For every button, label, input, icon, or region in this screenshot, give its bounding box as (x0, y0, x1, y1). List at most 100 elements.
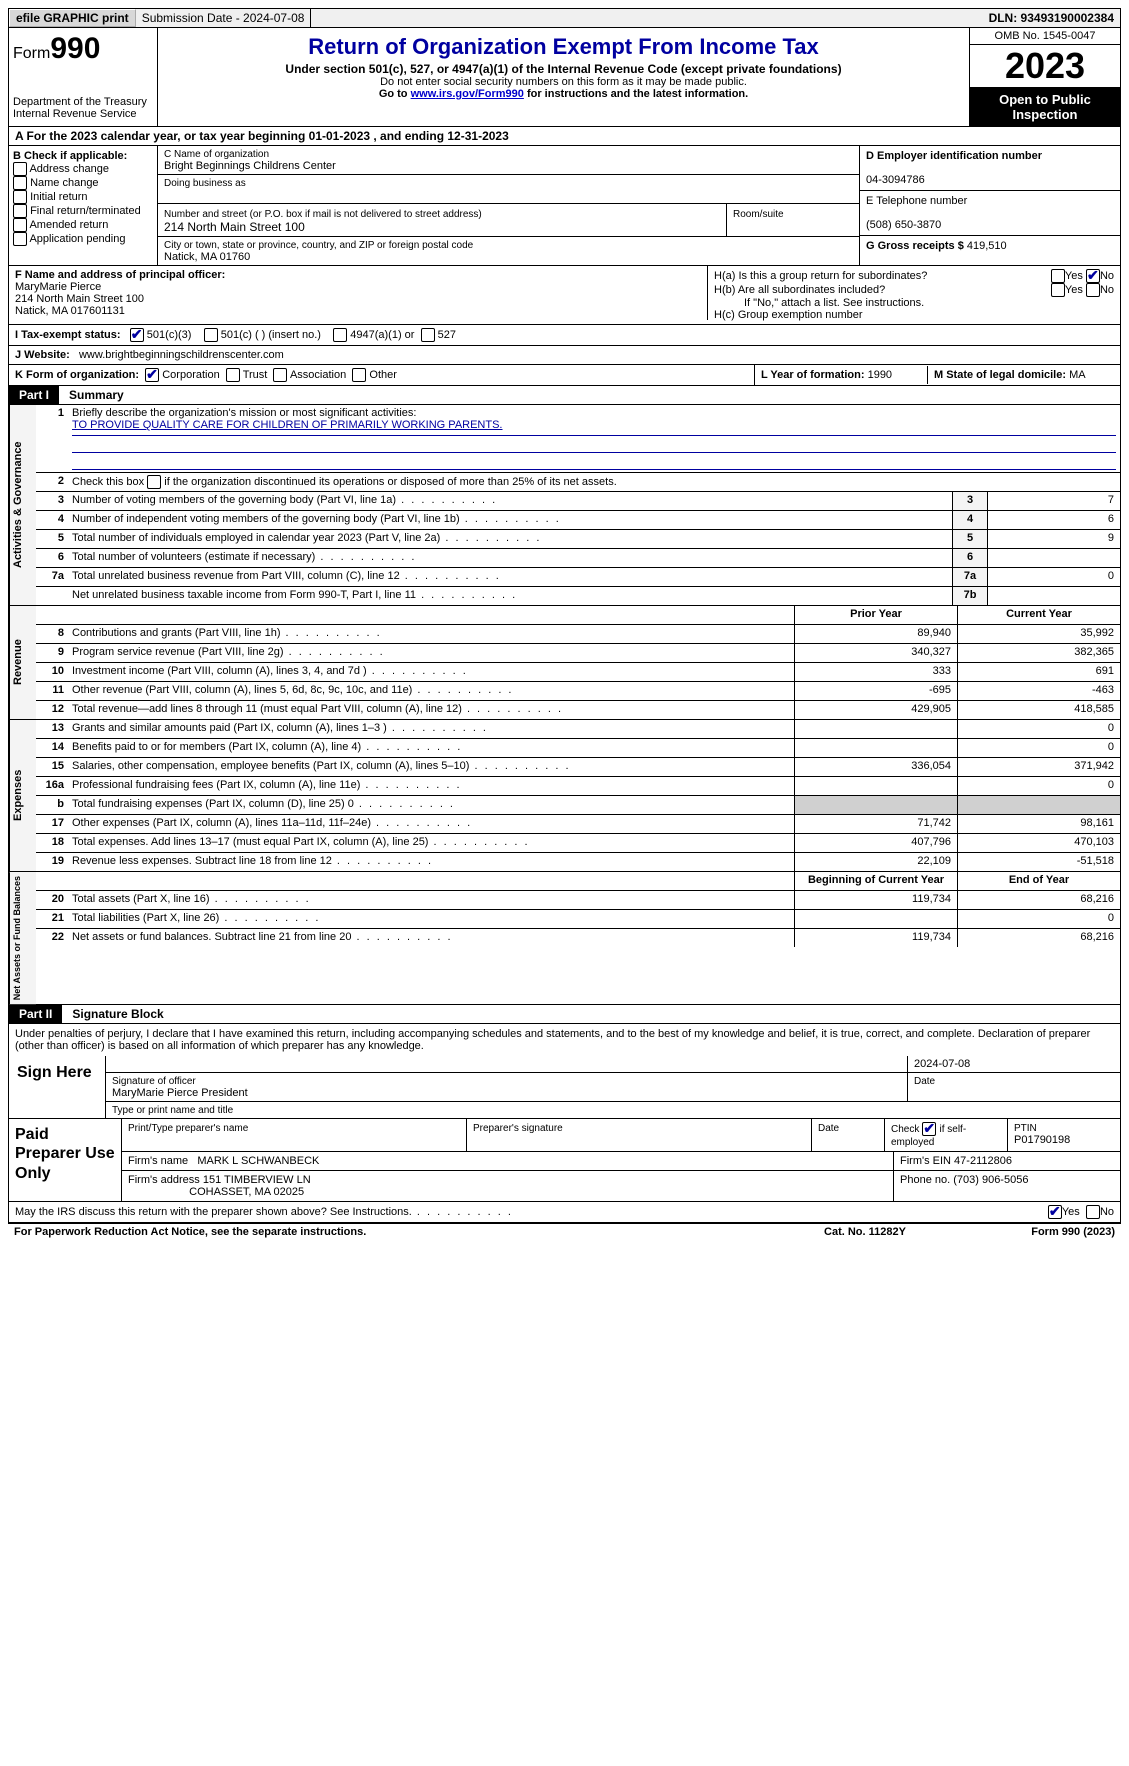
efile-print-button[interactable]: efile GRAPHIC print (9, 9, 136, 27)
cat-no: Cat. No. 11282Y (765, 1226, 965, 1238)
ha-no[interactable] (1086, 269, 1100, 283)
submission-date: Submission Date - 2024-07-08 (136, 9, 312, 27)
street: 214 North Main Street 100 (164, 220, 305, 234)
gross-label: G Gross receipts $ (866, 240, 964, 252)
yes2: Yes (1065, 284, 1083, 296)
revenue-section: Revenue Prior Year Current Year 8Contrib… (8, 606, 1121, 720)
irs-discuss-row: May the IRS discuss this return with the… (8, 1202, 1121, 1223)
line-l-label: L Year of formation: (761, 369, 865, 381)
phone-label: E Telephone number (866, 195, 967, 207)
date-label: Date (914, 1076, 935, 1087)
dept-treasury: Department of the Treasury Internal Reve… (13, 96, 153, 120)
line-k-label: K Form of organization: (15, 369, 139, 381)
entity-info: B Check if applicable: Address change Na… (8, 146, 1121, 266)
line-i-label: I Tax-exempt status: (15, 329, 121, 341)
cb-self-employed[interactable] (922, 1122, 936, 1136)
i-o3: 4947(a)(1) or (350, 329, 414, 341)
cb-amended[interactable] (13, 218, 27, 232)
net-assets-section: Net Assets or Fund Balances Beginning of… (8, 872, 1121, 1005)
room-label: Room/suite (733, 209, 784, 220)
line-j-label: J Website: (15, 349, 70, 361)
cb-name-change[interactable] (13, 176, 27, 190)
opt-initial: Initial return (30, 191, 87, 203)
cb-initial[interactable] (13, 190, 27, 204)
ha-label: H(a) Is this a group return for subordin… (714, 270, 1051, 282)
part2-title: Signature Block (62, 1005, 173, 1023)
hb-no[interactable] (1086, 283, 1100, 297)
ha-yes[interactable] (1051, 269, 1065, 283)
cb-4947[interactable] (333, 328, 347, 342)
part-1-header: Part I Summary (8, 386, 1121, 405)
org-name-label: C Name of organization (164, 149, 269, 160)
cb-final[interactable] (13, 204, 27, 218)
ssn-note: Do not enter social security numbers on … (162, 76, 965, 88)
cb-discontinued[interactable] (147, 475, 161, 489)
city: Natick, MA 01760 (164, 251, 250, 263)
irs-link[interactable]: www.irs.gov/Form990 (411, 88, 524, 100)
ftr-post: (2023) (1080, 1226, 1115, 1238)
type-name-label: Type or print name and title (112, 1105, 233, 1116)
box-f-label: F Name and address of principal officer: (15, 269, 225, 281)
opt-pending: Application pending (29, 233, 125, 245)
yes3: Yes (1062, 1206, 1080, 1218)
top-bar: efile GRAPHIC print Submission Date - 20… (8, 8, 1121, 28)
opt-final: Final return/terminated (30, 205, 141, 217)
k-o2: Trust (243, 369, 268, 381)
hb-note: If "No," attach a list. See instructions… (714, 297, 1114, 309)
box-d-e-g: D Employer identification number 04-3094… (860, 146, 1120, 265)
hdr-end: End of Year (957, 872, 1120, 890)
hb-yes[interactable] (1051, 283, 1065, 297)
k-o3: Association (290, 369, 346, 381)
cb-assoc[interactable] (273, 368, 287, 382)
year-formation: 1990 (868, 369, 892, 381)
perjury-text: Under penalties of perjury, I declare th… (8, 1024, 1121, 1056)
paid-preparer-label: Paid Preparer Use Only (9, 1119, 122, 1201)
cb-501c3[interactable] (130, 328, 144, 342)
box-b-title: B Check if applicable: (13, 150, 127, 162)
cb-501c[interactable] (204, 328, 218, 342)
officer-addr2: Natick, MA 017601131 (15, 305, 125, 317)
dln: DLN: 93493190002384 (983, 9, 1120, 27)
hc-label: H(c) Group exemption number (714, 309, 1114, 321)
side-net: Net Assets or Fund Balances (9, 872, 36, 1004)
irs-no[interactable] (1086, 1205, 1100, 1219)
sign-here-block: Sign Here 2024-07-08 Signature of office… (8, 1056, 1121, 1119)
hdr-begin: Beginning of Current Year (794, 872, 957, 890)
i-o2: 501(c) ( ) (insert no.) (221, 329, 321, 341)
cb-corp[interactable] (145, 368, 159, 382)
domicile: MA (1069, 369, 1086, 381)
gross-receipts: 419,510 (967, 240, 1007, 252)
firm-addr-label: Firm's address (128, 1174, 200, 1186)
firm-phone: (703) 906-5056 (953, 1174, 1028, 1186)
hb-label: H(b) Are all subordinates included? (714, 284, 1051, 296)
goto-pre: Go to (379, 88, 411, 100)
no1: No (1100, 270, 1114, 282)
governance-section: Activities & Governance 1 Briefly descri… (8, 405, 1121, 606)
footer: For Paperwork Reduction Act Notice, see … (8, 1223, 1121, 1240)
cb-527[interactable] (421, 328, 435, 342)
opt-name: Name change (30, 177, 99, 189)
sign-here-label: Sign Here (9, 1056, 106, 1118)
ein: 04-3094786 (866, 174, 925, 186)
firm-addr2: COHASSET, MA 02025 (189, 1186, 304, 1198)
cb-pending[interactable] (13, 232, 27, 246)
mission-label: Briefly describe the organization's miss… (72, 407, 416, 419)
form-label: Form (13, 45, 50, 62)
ein-label: D Employer identification number (866, 150, 1042, 162)
prep-sig-label: Preparer's signature (473, 1123, 563, 1134)
paid-preparer-block: Paid Preparer Use Only Print/Type prepar… (8, 1119, 1121, 1202)
box-b: B Check if applicable: Address change Na… (9, 146, 158, 265)
cb-other[interactable] (352, 368, 366, 382)
side-governance: Activities & Governance (9, 405, 36, 605)
ptin-label: PTIN (1014, 1123, 1037, 1134)
opt-address: Address change (29, 163, 109, 175)
cb-trust[interactable] (226, 368, 240, 382)
irs-yes[interactable] (1048, 1205, 1062, 1219)
side-revenue: Revenue (9, 606, 36, 719)
line-a-tax-year: A For the 2023 calendar year, or tax yea… (8, 127, 1121, 146)
cb-address-change[interactable] (13, 162, 27, 176)
prep-date-label: Date (818, 1123, 839, 1134)
firm-addr1: 151 TIMBERVIEW LN (203, 1174, 311, 1186)
ftr-pre: Form (1031, 1226, 1062, 1238)
no3: No (1100, 1206, 1114, 1218)
